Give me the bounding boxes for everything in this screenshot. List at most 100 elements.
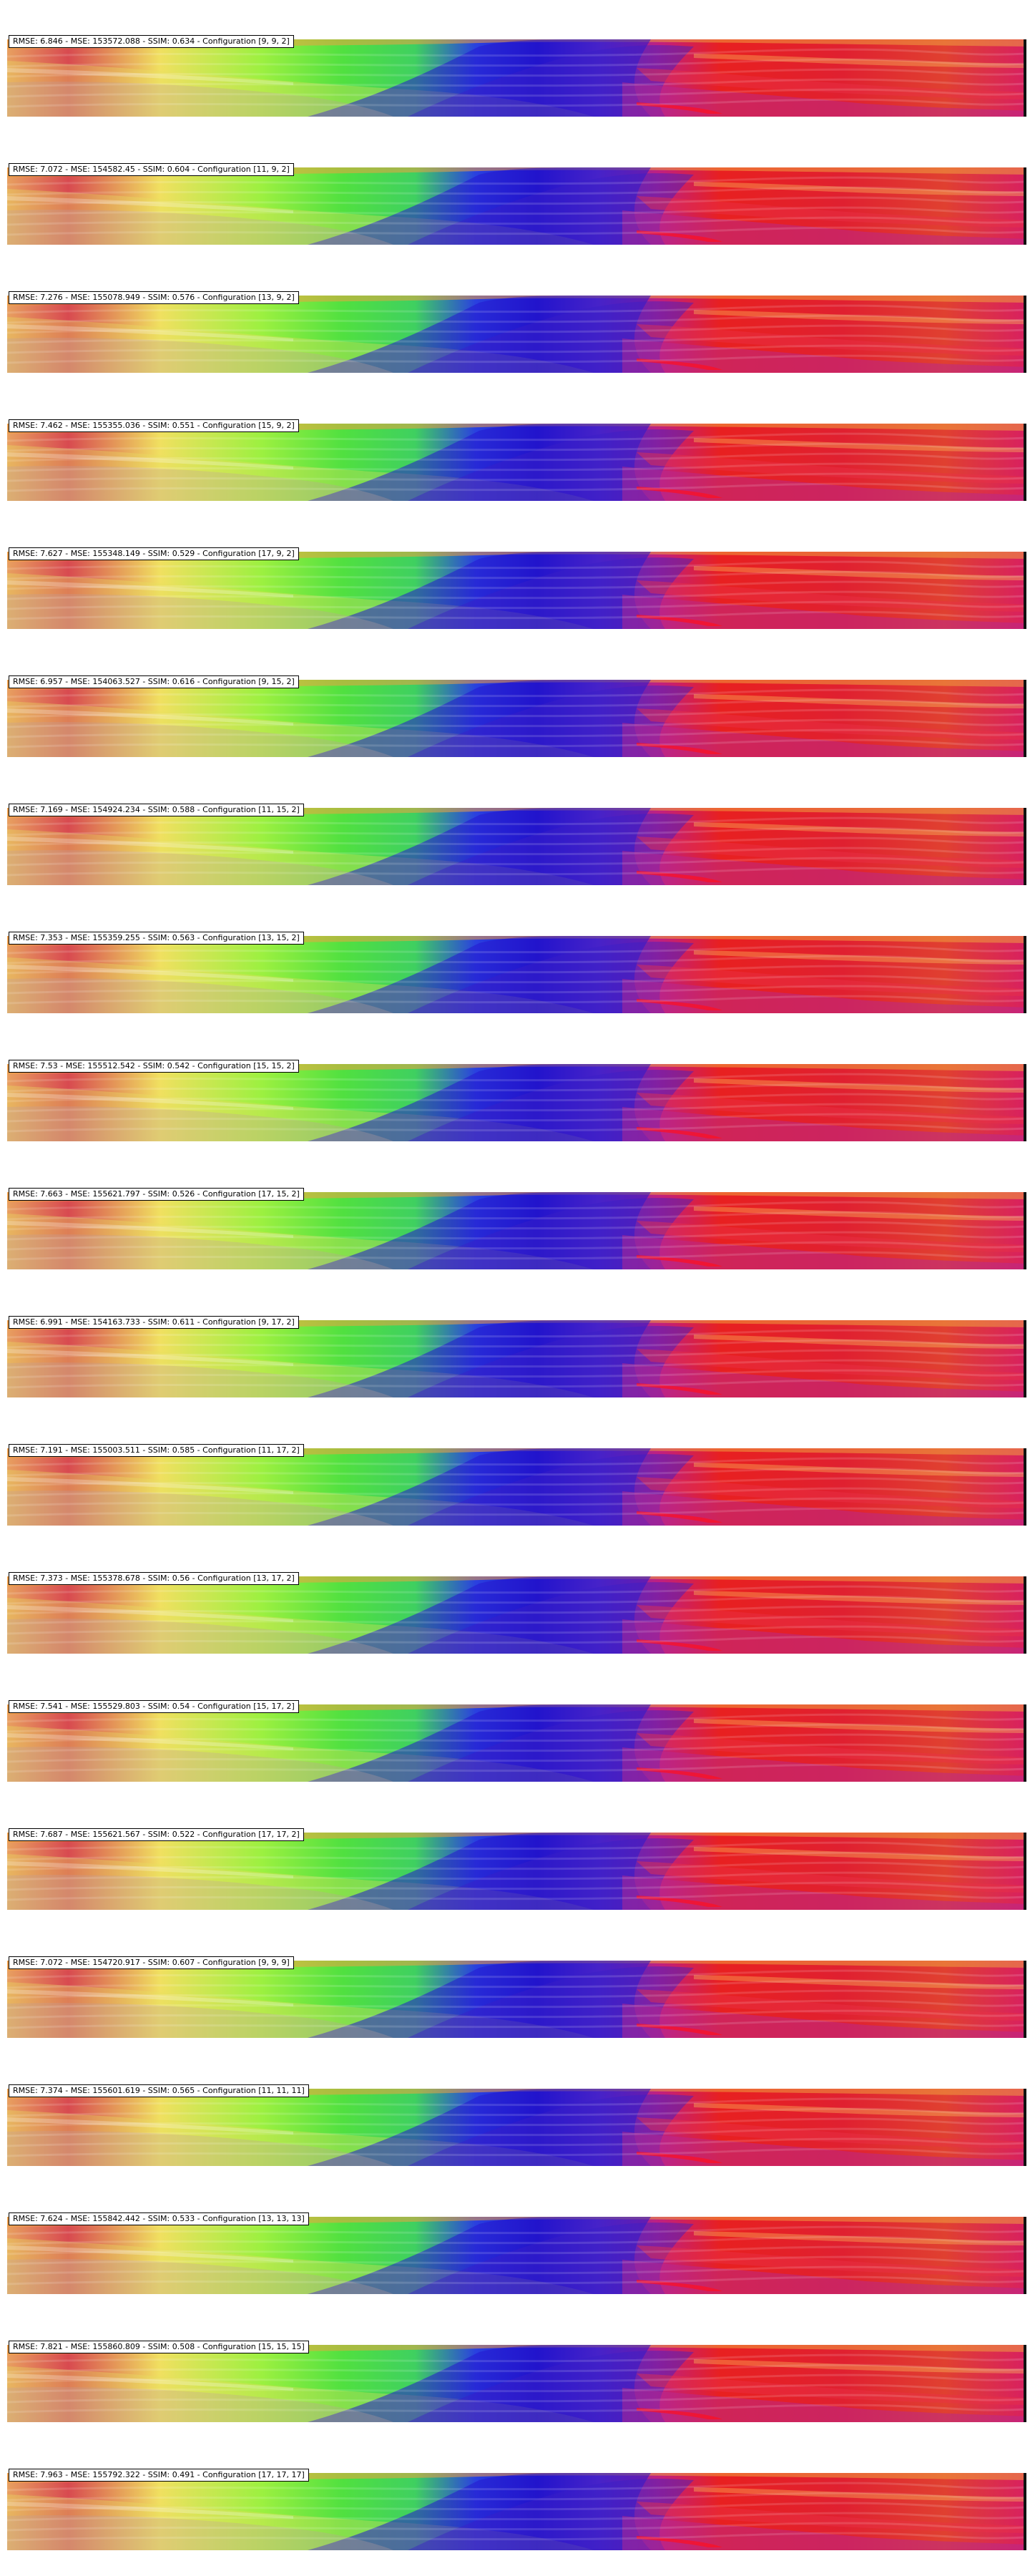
velocity-image xyxy=(7,680,1026,757)
texture-band-7 xyxy=(7,2003,393,2038)
texture-band-8 xyxy=(7,2117,293,2135)
texture-band-10 xyxy=(637,358,722,370)
texture-band-9 xyxy=(694,1847,1026,1861)
stripe-5 xyxy=(7,1881,1026,1891)
texture-band-3 xyxy=(308,1320,651,1397)
metrics-caption: RMSE: 7.627 - MSE: 155348.149 - SSIM: 0.… xyxy=(9,547,299,560)
right-edge-bar xyxy=(1024,1576,1026,1654)
texture-band-3 xyxy=(308,1192,651,1269)
velocity-image xyxy=(7,1833,1026,1910)
texture-band-5 xyxy=(622,1235,1026,1269)
stripe-5 xyxy=(7,1113,1026,1123)
texture-band-7 xyxy=(7,1106,393,1141)
texture-band-9 xyxy=(694,1078,1026,1093)
stripe-2 xyxy=(7,1467,1026,1477)
texture-band-8 xyxy=(7,708,293,726)
stripe-3 xyxy=(7,2502,1026,2512)
stripe-1 xyxy=(7,176,1026,186)
texture-band-7 xyxy=(7,1234,393,1269)
texture-band-6 xyxy=(637,580,1026,612)
metrics-caption: RMSE: 6.957 - MSE: 154063.527 - SSIM: 0.… xyxy=(9,675,299,688)
texture-band-9 xyxy=(694,1975,1026,1989)
texture-band-9 xyxy=(694,2359,1026,2373)
panel-6: RMSE: 6.957 - MSE: 154063.527 - SSIM: 0.… xyxy=(7,675,1026,757)
stripe-3 xyxy=(7,580,1026,590)
texture-band-5 xyxy=(622,979,1026,1013)
panel-2: RMSE: 7.072 - MSE: 154582.45 - SSIM: 0.6… xyxy=(7,163,1026,245)
right-edge-bar xyxy=(1024,936,1026,1013)
stripe-5 xyxy=(7,216,1026,226)
stripe-5 xyxy=(7,2265,1026,2275)
right-edge-bar xyxy=(1024,2217,1026,2294)
texture-band-7 xyxy=(7,1875,393,1910)
right-edge-bar xyxy=(1024,167,1026,245)
stripe-2 xyxy=(7,826,1026,836)
texture-band-10 xyxy=(637,2536,722,2547)
stripe-4 xyxy=(7,1487,1026,1497)
texture-band-8 xyxy=(7,68,293,85)
texture-band-9 xyxy=(694,566,1026,580)
right-edge-bar xyxy=(1024,1961,1026,2038)
texture-band-5 xyxy=(622,2388,1026,2422)
stripe-5 xyxy=(7,472,1026,482)
velocity-image xyxy=(7,1064,1026,1141)
texture-band-7 xyxy=(7,594,393,629)
texture-band-7 xyxy=(7,1619,393,1654)
texture-band-8 xyxy=(7,1477,293,1494)
texture-band-6 xyxy=(637,324,1026,356)
stripe-6 xyxy=(7,1251,1026,1261)
velocity-image xyxy=(7,1961,1026,2038)
stripe-6 xyxy=(7,1123,1026,1133)
metrics-caption: RMSE: 7.53 - MSE: 155512.542 - SSIM: 0.5… xyxy=(9,1060,299,1073)
stripe-3 xyxy=(7,324,1026,334)
texture-band-10 xyxy=(637,1639,722,1651)
texture-band-5 xyxy=(622,210,1026,245)
texture-band-9 xyxy=(694,438,1026,452)
stripe-5 xyxy=(7,857,1026,867)
texture-band-9 xyxy=(694,2231,1026,2245)
texture-band-3 xyxy=(308,296,651,373)
texture-band-7 xyxy=(7,82,393,117)
panel-20: RMSE: 7.963 - MSE: 155792.322 - SSIM: 0.… xyxy=(7,2469,1026,2550)
texture-band-6 xyxy=(637,1221,1026,1252)
texture-band-8 xyxy=(7,2373,293,2391)
texture-band-8 xyxy=(7,452,293,469)
texture-band-8 xyxy=(7,324,293,341)
texture-band-5 xyxy=(622,2260,1026,2294)
texture-band-7 xyxy=(7,338,393,373)
texture-band-7 xyxy=(7,1491,393,1526)
texture-band-6 xyxy=(637,1093,1026,1124)
texture-band-8 xyxy=(7,1733,293,1750)
stripe-5 xyxy=(7,2009,1026,2019)
stripe-5 xyxy=(7,2394,1026,2404)
metrics-caption: RMSE: 7.821 - MSE: 155860.809 - SSIM: 0.… xyxy=(9,2341,309,2353)
texture-band-7 xyxy=(7,2387,393,2422)
stripe-6 xyxy=(7,867,1026,877)
texture-band-10 xyxy=(637,1383,722,1395)
texture-band-7 xyxy=(7,2259,393,2294)
texture-band-5 xyxy=(622,2004,1026,2038)
texture-band-10 xyxy=(637,102,722,114)
texture-band-10 xyxy=(637,2280,722,2291)
stripe-5 xyxy=(7,1369,1026,1379)
texture-band-6 xyxy=(637,1733,1026,1765)
metrics-caption: RMSE: 7.191 - MSE: 155003.511 - SSIM: 0.… xyxy=(9,1444,304,1457)
right-edge-bar xyxy=(1024,1320,1026,1397)
texture-band-5 xyxy=(622,1363,1026,1397)
stripe-2 xyxy=(7,1083,1026,1093)
texture-band-10 xyxy=(637,2408,722,2419)
texture-band-5 xyxy=(622,851,1026,885)
panel-4: RMSE: 7.462 - MSE: 155355.036 - SSIM: 0.… xyxy=(7,419,1026,501)
metrics-caption: RMSE: 7.169 - MSE: 154924.234 - SSIM: 0.… xyxy=(9,804,304,816)
velocity-image xyxy=(7,2089,1026,2166)
texture-band-5 xyxy=(622,1619,1026,1654)
panel-16: RMSE: 7.072 - MSE: 154720.917 - SSIM: 0.… xyxy=(7,1956,1026,2038)
texture-band-6 xyxy=(637,1989,1026,2021)
texture-band-6 xyxy=(637,196,1026,228)
texture-band-3 xyxy=(308,1833,651,1910)
stripe-1 xyxy=(7,945,1026,955)
panel-14: RMSE: 7.541 - MSE: 155529.803 - SSIM: 0.… xyxy=(7,1700,1026,1782)
stripe-6 xyxy=(7,226,1026,236)
panel-10: RMSE: 7.663 - MSE: 155621.797 - SSIM: 0.… xyxy=(7,1188,1026,1269)
